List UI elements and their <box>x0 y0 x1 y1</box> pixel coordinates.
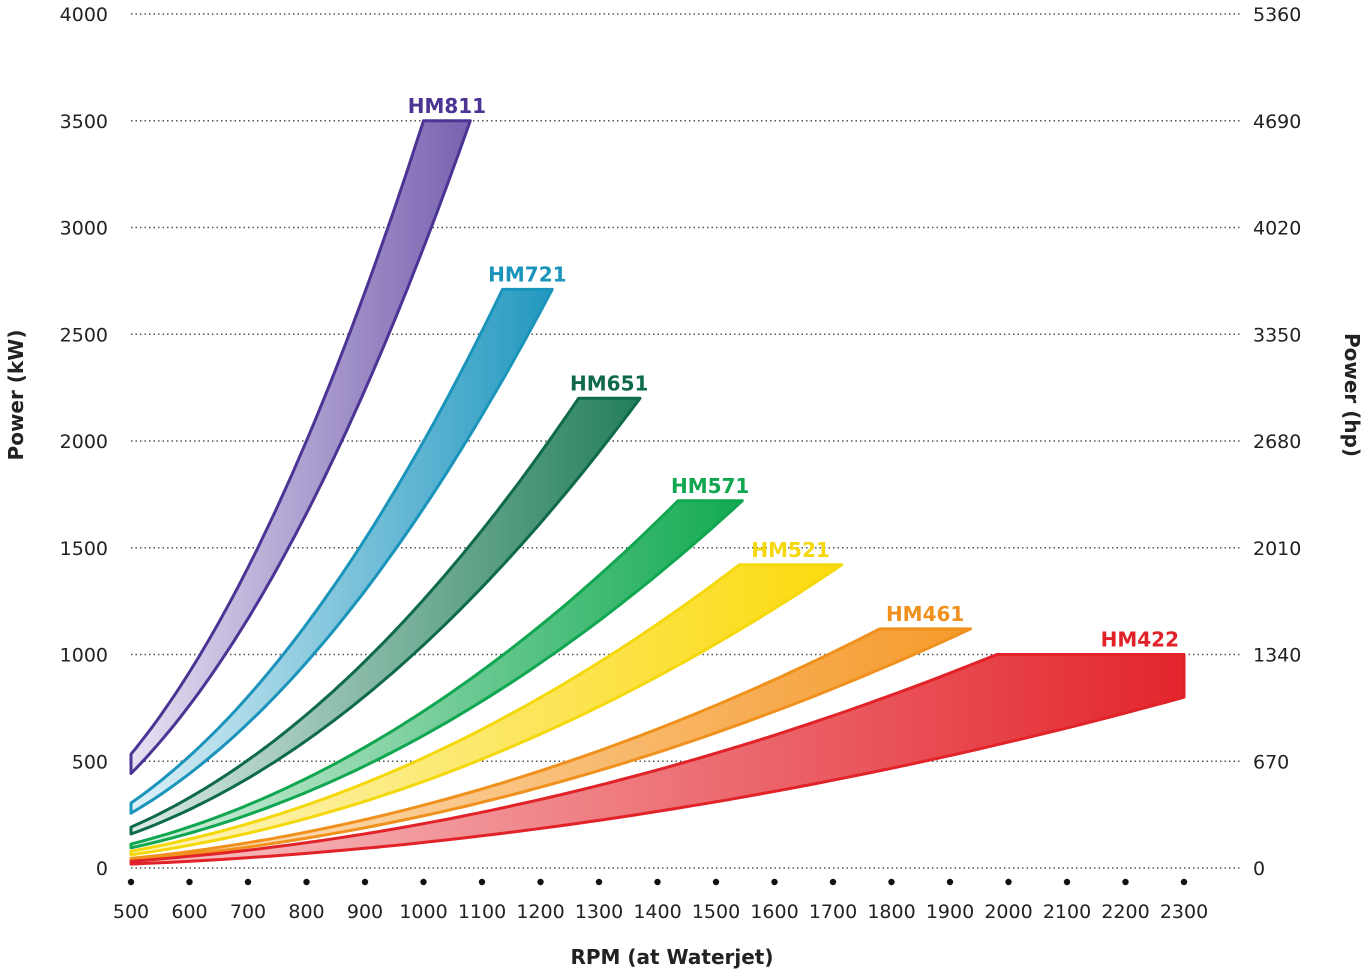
band-label-hm571: HM571 <box>671 474 749 498</box>
y-tick-label-left: 2000 <box>60 431 108 453</box>
x-tick-label: 2200 <box>1101 901 1149 923</box>
x-axis-dots <box>127 878 1188 886</box>
x-axis-dot <box>420 878 427 886</box>
x-tick-label: 900 <box>347 901 383 923</box>
x-tick-label: 2300 <box>1160 901 1208 923</box>
x-tick-label: 500 <box>113 901 149 923</box>
x-tick-label: 1700 <box>809 901 857 923</box>
x-axis-dot <box>771 878 778 886</box>
x-axis-dot <box>595 878 603 886</box>
x-axis-dot <box>946 878 954 886</box>
y-tick-label-right: 2010 <box>1253 538 1301 560</box>
band-label-hm521: HM521 <box>751 538 829 562</box>
x-axis-dot <box>888 878 895 886</box>
x-tick-label: 1000 <box>399 901 447 923</box>
x-axis-dot <box>186 878 193 886</box>
y-tick-label-left: 1500 <box>60 538 108 560</box>
y-tick-label-left: 3000 <box>60 218 108 240</box>
y-tick-label-right: 670 <box>1253 751 1289 773</box>
x-axis-dot <box>1180 878 1188 886</box>
y-tick-label-right: 5360 <box>1253 4 1301 26</box>
y-axis-title-left: Power (kW) <box>4 330 28 461</box>
x-tick-label: 1100 <box>458 901 506 923</box>
y-axis-title-right: Power (hp) <box>1340 333 1364 457</box>
y-tick-label-left: 500 <box>72 751 108 773</box>
x-axis-dot <box>1122 878 1129 886</box>
x-tick-label: 1900 <box>926 901 974 923</box>
x-tick-label: 1400 <box>633 901 681 923</box>
x-axis-title: RPM (at Waterjet) <box>570 945 773 969</box>
x-axis-dot <box>244 878 252 886</box>
x-tick-label: 800 <box>288 901 324 923</box>
band-label-hm461: HM461 <box>886 602 964 626</box>
band-hm571 <box>129 499 744 850</box>
y-tick-label-left: 1000 <box>60 645 108 667</box>
y-tick-label-left: 2500 <box>60 324 108 346</box>
band-label-hm651: HM651 <box>570 371 648 395</box>
x-axis: 500 600 700 800 900 1000 1100 1200 1300 1400 1500 1… <box>113 901 1208 923</box>
x-tick-label: 1200 <box>516 901 564 923</box>
x-axis-dot <box>1005 878 1012 886</box>
x-tick-label: 2000 <box>984 901 1032 923</box>
y-tick-label-right: 0 <box>1253 858 1265 880</box>
x-tick-label: 1600 <box>750 901 798 923</box>
x-tick-label: 1800 <box>867 901 915 923</box>
y-tick-label-right: 3350 <box>1253 324 1301 346</box>
y-tick-label-left: 3500 <box>60 111 108 133</box>
x-tick-label: 600 <box>171 901 207 923</box>
x-axis-dot <box>537 878 544 886</box>
band-hm422 <box>129 653 1186 866</box>
x-axis-dot <box>127 878 135 886</box>
band-label-hm811: HM811 <box>408 94 486 118</box>
x-axis-dot <box>303 878 310 886</box>
x-axis-dot <box>829 878 837 886</box>
y-tick-label-left: 0 <box>96 858 108 880</box>
band-hm461 <box>129 627 972 862</box>
y-tick-label-left: 4000 <box>60 4 108 26</box>
x-tick-label: 1500 <box>692 901 740 923</box>
x-tick-label: 2100 <box>1043 901 1091 923</box>
x-axis-dot <box>478 878 486 886</box>
x-axis-dot <box>1063 878 1071 886</box>
x-axis-dot <box>654 878 661 886</box>
y-tick-label-right: 2680 <box>1253 431 1301 453</box>
band-labels: HM811 HM721 HM651 HM571 HM521 HM461 HM422 <box>408 94 1179 652</box>
band-hm521 <box>129 563 844 857</box>
right-y-axis: 0 670 1340 2010 2680 3350 4020 4690 5360 <box>1253 4 1301 880</box>
power-bands <box>129 119 1186 866</box>
y-tick-label-right: 4690 <box>1253 111 1301 133</box>
band-label-hm422: HM422 <box>1101 628 1179 652</box>
x-tick-label: 700 <box>230 901 266 923</box>
band-hm651 <box>129 396 642 836</box>
x-axis-dot <box>361 878 369 886</box>
band-hm721 <box>129 287 554 815</box>
x-tick-label: 1300 <box>575 901 623 923</box>
band-label-hm721: HM721 <box>488 262 566 286</box>
y-tick-label-right: 4020 <box>1253 218 1301 240</box>
x-axis-dot <box>712 878 720 886</box>
left-y-axis: 0 500 1000 1500 2000 2500 3000 3500 4000 <box>60 4 108 880</box>
y-tick-label-right: 1340 <box>1253 645 1301 667</box>
band-hm811 <box>129 119 472 775</box>
